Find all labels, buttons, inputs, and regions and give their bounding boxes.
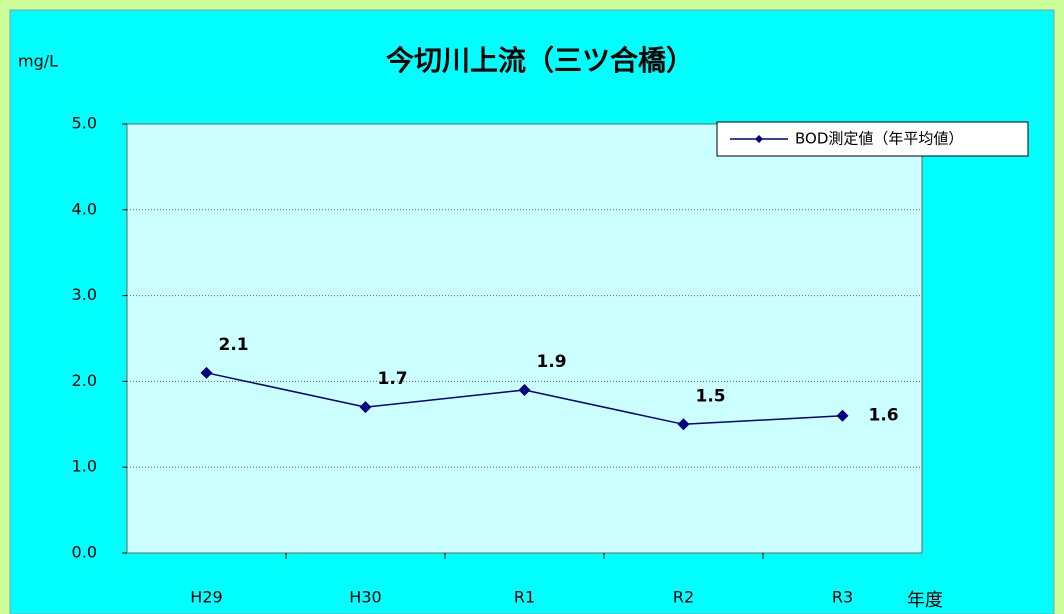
data-point [518,383,531,396]
data-label: 1.6 [869,406,899,426]
x-tick-label: H30 [349,588,381,607]
data-label: 1.9 [537,352,567,372]
y-tick-label: 4.0 [72,199,97,218]
data-point [200,366,213,379]
x-tick-label: R2 [673,588,694,607]
data-label: 1.5 [696,386,726,406]
legend-label: BOD測定値（年平均値） [795,130,963,148]
x-tick-label: R1 [514,588,535,607]
y-tick-label: 1.0 [72,457,97,476]
legend-marker [755,135,763,143]
y-tick-label: 2.0 [72,371,97,390]
y-tick-label: 3.0 [72,285,97,304]
data-label: 1.7 [378,369,408,389]
data-label: 2.1 [219,335,249,355]
y-tick-label: 0.0 [72,543,97,562]
x-axis-label: 年度 [907,590,943,611]
x-tick-label: R3 [832,588,853,607]
y-axis-label: mg/L [18,52,58,71]
y-tick-label: 5.0 [72,114,97,133]
chart-title: 今切川上流（三ツ合橋） [386,44,694,77]
x-tick-label: H29 [190,588,222,607]
data-point [836,409,849,422]
plot-area [126,123,923,554]
data-point [677,418,690,431]
data-point [359,401,372,414]
